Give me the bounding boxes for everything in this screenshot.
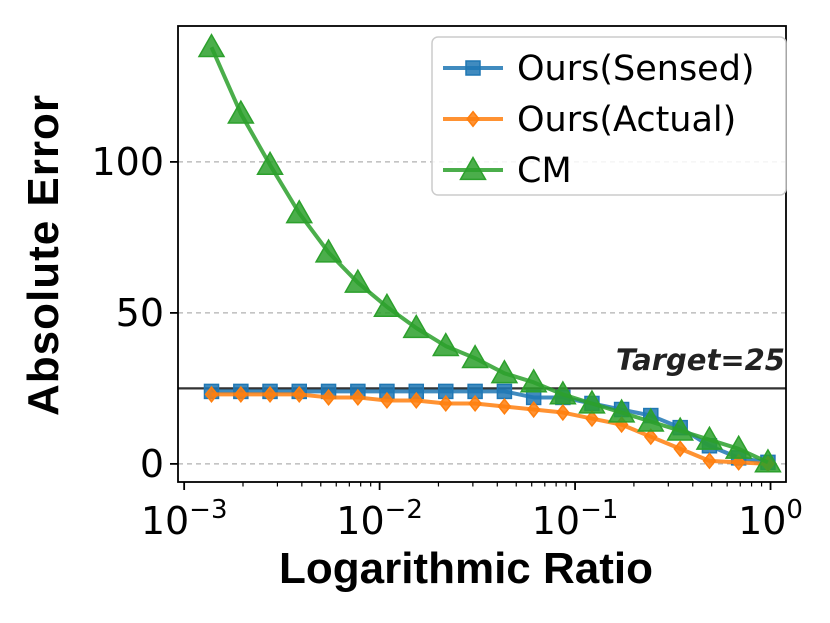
legend-box [431,36,787,196]
x-tick-label-exp-3: 0 [786,495,803,525]
x-tick-label-0: 10−3 [141,495,228,543]
series-1-point-15 [643,428,658,446]
x-axis-label: Logarithmic Ratio [279,544,653,593]
grid-lines [178,161,786,465]
x-tick-label-3: 100 [738,495,803,543]
series-2-point-19 [754,448,782,473]
series-2-point-1 [227,99,255,124]
legend: Ours(Sensed) Ours(Actual) CM [431,36,787,196]
series-2-point-6 [373,292,401,317]
legend-marker-1 [466,110,480,128]
x-axis: 10−3 10−2 10−1 100 [141,482,803,543]
series-1-point-9 [468,394,482,413]
series-2-point-17 [695,425,724,450]
legend-marker-0 [465,60,481,76]
series-2-point-5 [344,268,372,293]
series-1-point-4 [321,388,336,406]
series-2-point-14 [607,398,636,423]
x-tick-label-1: 10−2 [336,495,423,543]
series-2-point-10 [490,359,519,384]
series-1 [204,385,775,473]
x-tick-label-base-2: 10 [532,499,580,543]
legend-label-2: CM [517,151,572,191]
x-tick-label-exp-2: −1 [580,495,618,525]
series-1-point-5 [351,388,365,406]
plot-frame [177,25,787,483]
series-1-point-16 [673,440,688,458]
legend-label-0: Ours(Sensed) [517,49,755,89]
y-tick-label-2: 100 [91,140,164,184]
series-2-point-15 [636,407,665,432]
series-layer [197,33,782,473]
series-1-point-2 [263,385,277,403]
legend-label-1: Ours(Actual) [517,100,736,140]
series-1-point-1 [234,385,248,403]
series-2-point-7 [402,313,431,339]
reference-line-label: Target=25 [616,343,785,377]
series-2-point-16 [666,416,694,441]
x-tick-label-base-0: 10 [141,499,189,543]
x-tick-label-exp-1: −2 [385,495,423,525]
series-2-point-0 [197,33,226,58]
series-2-point-3 [285,199,314,224]
x-tick-label-base-3: 10 [738,499,786,543]
series-2-point-18 [724,434,753,459]
series-0-point-10 [496,383,513,400]
series-1-point-3 [292,385,307,403]
y-tick-label-0: 0 [140,442,164,486]
series-2-point-11 [519,368,548,393]
series-1-point-10 [497,397,512,416]
series-2-point-9 [461,344,489,369]
series-0 [203,383,776,471]
series-2-point-2 [256,150,284,176]
series-1-point-17 [702,452,717,470]
x-tick-label-2: 10−1 [532,495,619,543]
series-1-point-6 [380,391,394,410]
y-tick-label-1: 50 [116,291,164,335]
series-1-point-13 [585,410,599,428]
x-tick-label-base-1: 10 [336,499,384,543]
series-2-point-4 [314,238,343,263]
series-1-point-11 [526,400,541,419]
series-2 [197,33,782,473]
y-axis: 0 50 100 [91,140,178,486]
y-axis-label: Absolute Error [19,94,68,416]
series-2-point-13 [578,389,606,414]
series-1-point-7 [409,391,424,410]
x-tick-label-exp-0: −3 [189,495,227,525]
series-2-point-8 [431,332,460,357]
legend-marker-2 [459,155,487,181]
series-1-point-0 [204,385,219,403]
series-2-point-12 [549,380,577,405]
series-1-point-8 [438,394,453,413]
series-1-point-12 [556,403,570,422]
